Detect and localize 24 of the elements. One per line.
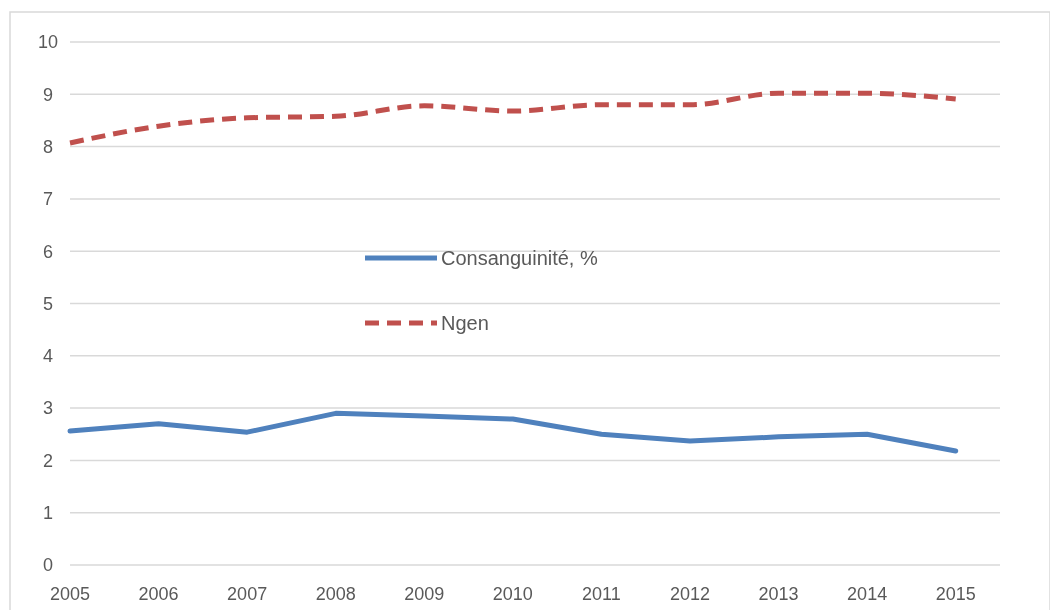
y-tick-label: 9 bbox=[42, 84, 54, 105]
x-tick-label: 2009 bbox=[404, 584, 445, 604]
y-tick-label: 4 bbox=[42, 346, 54, 367]
x-tick-label: 2006 bbox=[138, 584, 179, 604]
x-tick-label: 2015 bbox=[935, 584, 976, 604]
y-tick-label: 7 bbox=[42, 189, 54, 210]
legend-label: Ngen bbox=[441, 312, 489, 334]
y-tick-label: 2 bbox=[42, 450, 54, 471]
x-tick-label: 2010 bbox=[492, 584, 533, 604]
x-tick-label: 2014 bbox=[847, 584, 888, 604]
x-tick-label: 2007 bbox=[227, 584, 268, 604]
legend-label: Consanguinité, % bbox=[441, 247, 598, 269]
y-tick-label: 10 bbox=[37, 32, 59, 53]
x-tick-label: 2013 bbox=[758, 584, 799, 604]
y-tick-label: 6 bbox=[42, 241, 54, 262]
x-tick-label: 2012 bbox=[669, 584, 711, 604]
y-tick-label: 1 bbox=[42, 503, 54, 523]
y-tick-label: 5 bbox=[42, 293, 54, 314]
y-tick-label: 8 bbox=[42, 136, 54, 157]
y-tick-label: 0 bbox=[42, 555, 54, 576]
x-tick-label: 2008 bbox=[315, 584, 356, 604]
x-tick-label: 2011 bbox=[582, 584, 621, 604]
y-tick-label: 3 bbox=[42, 398, 54, 419]
x-tick-label: 2005 bbox=[49, 584, 91, 604]
